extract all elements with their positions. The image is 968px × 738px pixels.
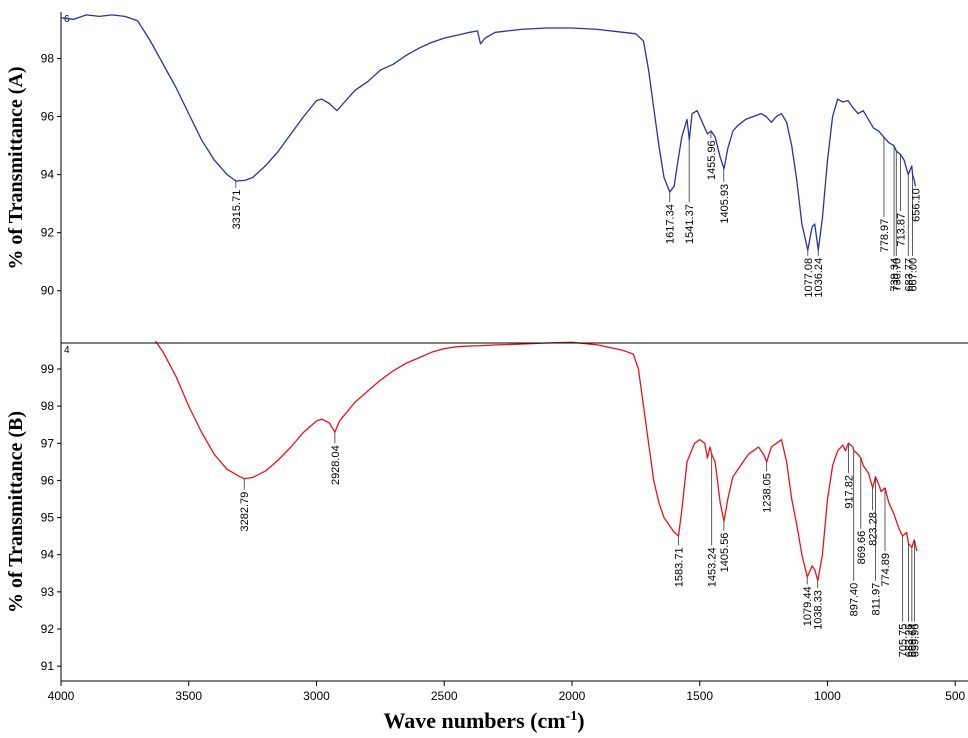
peak-label: 713.87 xyxy=(896,213,908,247)
peak-label: 897.40 xyxy=(849,583,861,617)
peak-label: 1077.08 xyxy=(803,258,815,298)
peak-label: 3282.79 xyxy=(239,492,251,532)
x-tick-label: 1000 xyxy=(814,689,841,703)
peak-label: 811.97 xyxy=(871,583,883,616)
x-tick-label: 1500 xyxy=(686,689,713,703)
y-tick-label-b: 99 xyxy=(41,362,55,376)
peak-label: 669.74 xyxy=(907,624,919,658)
peak-label: 739.34 xyxy=(889,258,901,292)
x-axis-label: Wave numbers (cm-1) xyxy=(383,708,584,733)
spectrum-line-b xyxy=(154,340,918,582)
peak-label: 1541.37 xyxy=(684,204,696,244)
corner-label-a: 6 xyxy=(64,14,70,25)
x-tick-label: 3500 xyxy=(175,689,202,703)
spectrum-line-a xyxy=(60,14,917,251)
x-tick-label: 2500 xyxy=(431,689,458,703)
y-tick-label-b: 94 xyxy=(41,548,55,562)
corner-label-b: 4 xyxy=(64,345,70,356)
peak-label: 1038.33 xyxy=(813,590,825,630)
y-axis-label-b: % of Transmittance (B) xyxy=(5,411,27,613)
y-tick-label-b: 95 xyxy=(41,511,55,525)
x-tick-label: 4000 xyxy=(48,689,75,703)
y-tick-label-b: 91 xyxy=(41,659,55,673)
x-axis: 4000 3500 3000 2500 2000 1500 1000 500 xyxy=(48,342,968,703)
y-tick-label-b: 97 xyxy=(41,436,55,450)
x-tick-label: 2000 xyxy=(559,689,586,703)
peak-label: 1453.24 xyxy=(707,547,719,587)
y-tick-label-a: 92 xyxy=(41,226,55,240)
y-tick-label-a: 98 xyxy=(41,51,55,65)
y-axis-label-a: % of Transmittance (A) xyxy=(5,66,27,269)
peak-label: 705.75 xyxy=(898,624,910,658)
x-axis-label-superscript: -1 xyxy=(566,709,578,724)
peak-label: 917.82 xyxy=(843,475,855,509)
peak-label: 1405.93 xyxy=(719,184,731,224)
y-tick-label-b: 92 xyxy=(41,622,55,636)
peak-label: 667.00 xyxy=(908,258,920,292)
y-tick-label-a: 94 xyxy=(41,168,55,182)
x-tick-label: 500 xyxy=(945,689,965,703)
peak-label: 1079.44 xyxy=(802,586,814,626)
y-tick-label-b: 93 xyxy=(41,585,55,599)
peak-label: 1617.34 xyxy=(665,204,677,244)
peak-label: 656.10 xyxy=(910,188,922,222)
peak-label: 1405.56 xyxy=(719,533,731,573)
peak-label: 774.89 xyxy=(880,553,892,587)
peak-label: 683.77 xyxy=(903,258,915,292)
y-tick-label-b: 96 xyxy=(41,473,55,487)
peak-label: 3315.71 xyxy=(231,190,243,230)
peak-label: 869.66 xyxy=(856,531,868,565)
peak-label: 823.28 xyxy=(868,512,880,546)
x-tick-label: 3000 xyxy=(303,689,330,703)
y-tick-label-b: 98 xyxy=(41,399,55,413)
peak-label: 1238.05 xyxy=(762,473,774,513)
peak-label: 1583.71 xyxy=(673,547,685,587)
peak-label: 659.96 xyxy=(909,624,921,658)
peak-label: 1455.96 xyxy=(706,140,718,180)
panel-b: 91 92 93 94 95 96 97 98 99 4 3282.79 2928.04 1583.71… xyxy=(41,340,921,681)
y-tick-label-a: 90 xyxy=(41,284,55,298)
x-axis-label-close: ) xyxy=(577,708,584,733)
peak-label: 683.26 xyxy=(903,624,915,658)
peak-label: 778.97 xyxy=(879,219,891,253)
peak-label: 2928.04 xyxy=(330,445,342,485)
peak-label: 730.70 xyxy=(891,258,903,292)
y-tick-label-a: 96 xyxy=(41,110,55,124)
peak-label: 1036.24 xyxy=(813,258,825,298)
x-axis-label-text: Wave numbers (cm xyxy=(383,708,565,733)
